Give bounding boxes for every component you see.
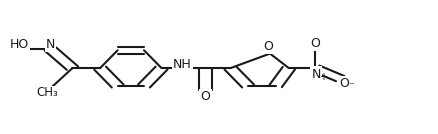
Text: O: O	[310, 37, 319, 50]
Text: CH₃: CH₃	[36, 86, 58, 99]
Text: ⁻: ⁻	[347, 82, 353, 92]
Text: NH: NH	[173, 58, 191, 71]
Text: N: N	[311, 68, 320, 81]
Text: O: O	[339, 77, 349, 90]
Text: +: +	[318, 72, 326, 82]
Text: N: N	[46, 38, 55, 51]
Text: O: O	[200, 90, 210, 103]
Text: HO: HO	[9, 38, 28, 51]
Text: O: O	[263, 40, 273, 53]
